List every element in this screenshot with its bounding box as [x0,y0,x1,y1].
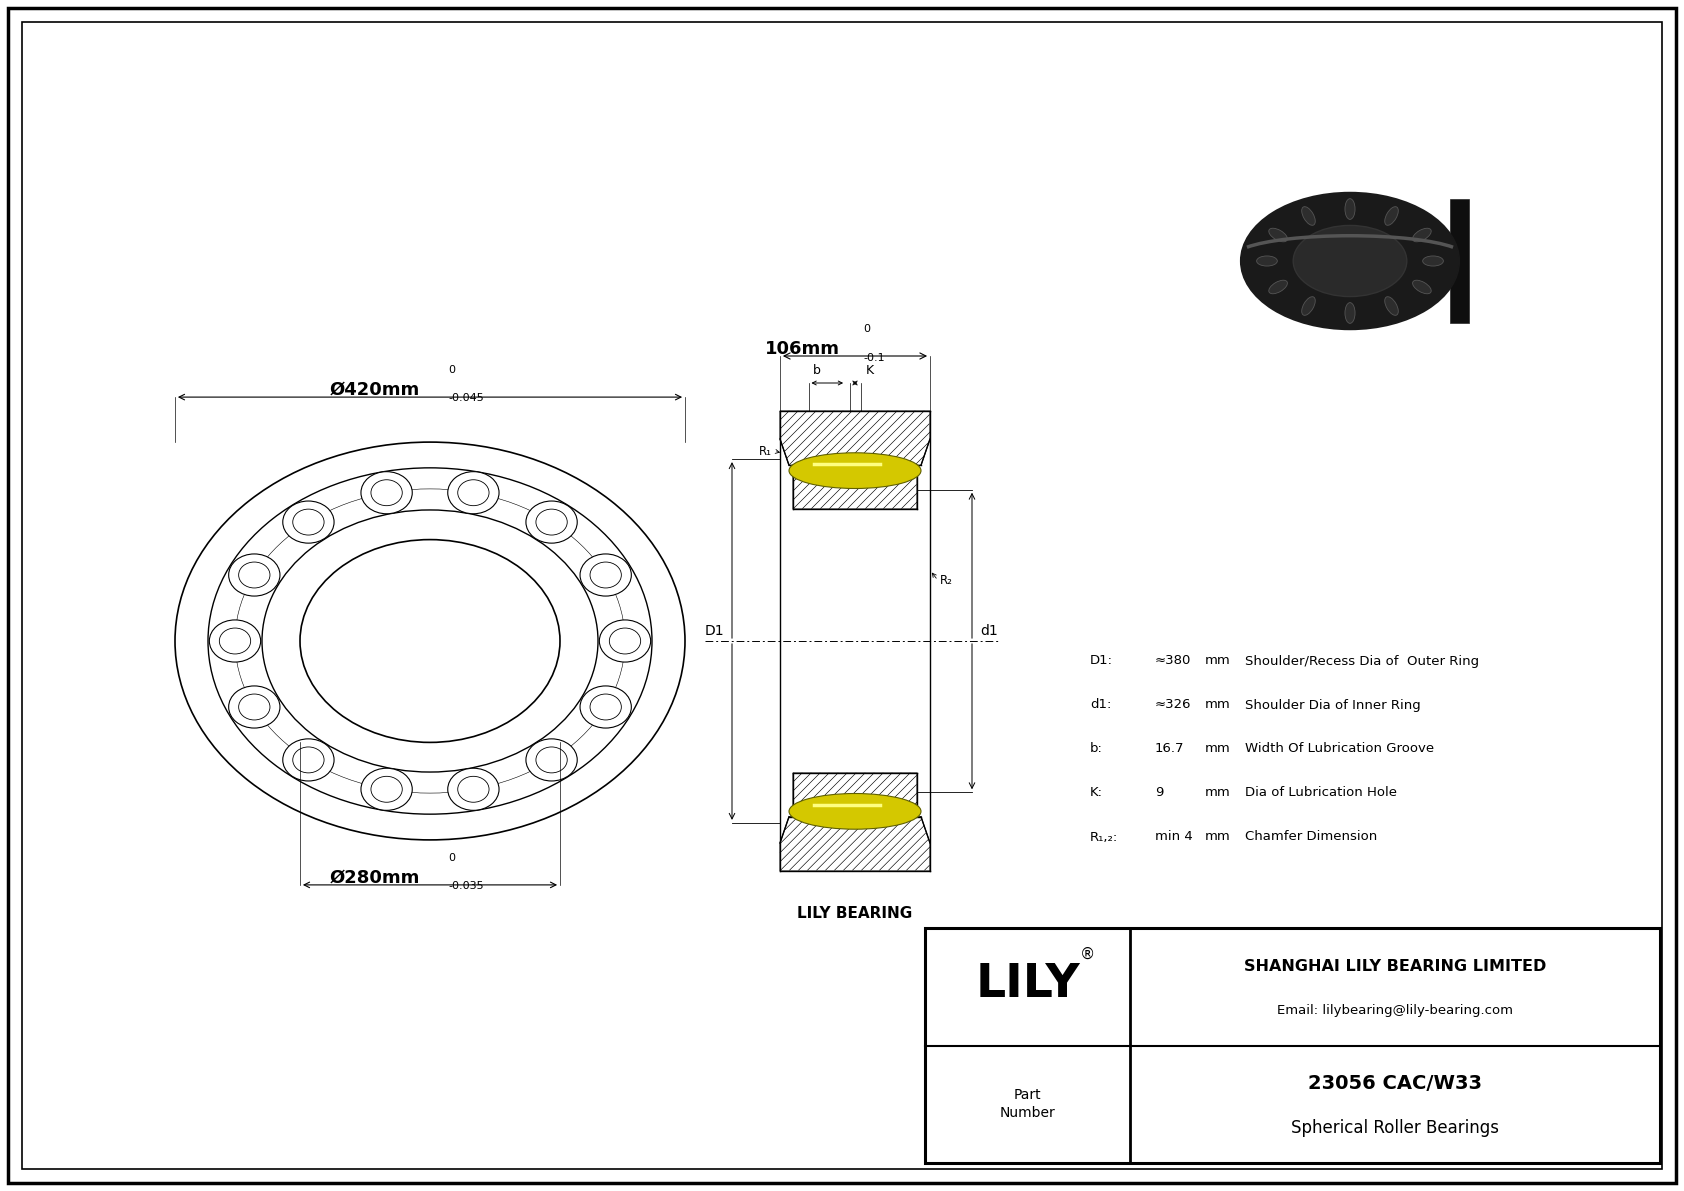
Text: Shoulder Dia of Inner Ring: Shoulder Dia of Inner Ring [1244,698,1421,711]
Ellipse shape [229,554,280,596]
Text: LILY BEARING: LILY BEARING [798,905,913,921]
Ellipse shape [579,554,632,596]
Text: Shoulder/Recess Dia of  Outer Ring: Shoulder/Recess Dia of Outer Ring [1244,655,1479,667]
Text: 0: 0 [448,366,455,375]
Text: Ø420mm: Ø420mm [330,381,419,399]
Ellipse shape [1302,297,1315,316]
Text: -0.045: -0.045 [448,393,483,403]
Ellipse shape [1256,256,1278,266]
Text: Ø280mm: Ø280mm [330,869,419,887]
Text: 0: 0 [862,324,871,333]
Ellipse shape [1384,297,1398,316]
Text: mm: mm [1206,742,1231,755]
Text: SHANGHAI LILY BEARING LIMITED: SHANGHAI LILY BEARING LIMITED [1244,959,1546,974]
Text: R₂: R₂ [940,574,953,587]
Text: Spherical Roller Bearings: Spherical Roller Bearings [1292,1118,1499,1136]
Ellipse shape [1413,229,1431,242]
Ellipse shape [448,472,498,513]
Text: D1:: D1: [1090,655,1113,667]
Ellipse shape [239,562,269,588]
Ellipse shape [1302,207,1315,225]
Text: Part
Number: Part Number [1000,1089,1056,1121]
Text: 23056 CAC/W33: 23056 CAC/W33 [1308,1073,1482,1092]
Ellipse shape [610,628,640,654]
Ellipse shape [360,472,413,513]
Text: b: b [813,364,820,378]
Ellipse shape [283,501,333,543]
Text: ®: ® [1079,947,1095,962]
Text: mm: mm [1206,786,1231,799]
Ellipse shape [1413,280,1431,294]
Text: b:: b: [1090,742,1103,755]
Ellipse shape [448,768,498,810]
Ellipse shape [300,540,561,742]
Ellipse shape [790,453,921,488]
FancyBboxPatch shape [1450,199,1468,323]
Ellipse shape [283,738,333,781]
Text: ≈326: ≈326 [1155,698,1192,711]
Ellipse shape [1346,199,1356,219]
Ellipse shape [370,777,402,803]
Text: 16.7: 16.7 [1155,742,1184,755]
Text: Dia of Lubrication Hole: Dia of Lubrication Hole [1244,786,1398,799]
Text: D1: D1 [704,624,724,638]
Text: 9: 9 [1155,786,1164,799]
Text: Chamfer Dimension: Chamfer Dimension [1244,830,1378,843]
Ellipse shape [589,562,621,588]
Ellipse shape [1268,229,1287,242]
Polygon shape [780,817,930,871]
Ellipse shape [589,694,621,719]
Ellipse shape [1423,256,1443,266]
Text: R₁: R₁ [759,444,771,457]
Ellipse shape [790,793,921,829]
Ellipse shape [1346,303,1356,323]
Text: min 4: min 4 [1155,830,1192,843]
Ellipse shape [209,468,652,815]
Ellipse shape [536,509,568,535]
Text: K: K [866,364,874,378]
Polygon shape [793,773,918,809]
Ellipse shape [239,694,269,719]
Text: LILY: LILY [975,962,1079,1006]
Text: R₁,₂:: R₁,₂: [1090,830,1118,843]
Ellipse shape [293,747,323,773]
Text: mm: mm [1206,698,1231,711]
Ellipse shape [370,480,402,506]
Ellipse shape [536,747,568,773]
Ellipse shape [1268,280,1287,294]
Ellipse shape [579,686,632,728]
Ellipse shape [175,442,685,840]
Ellipse shape [263,510,598,772]
Ellipse shape [600,621,650,662]
Text: ≈380: ≈380 [1155,655,1191,667]
Text: 0: 0 [448,853,455,863]
Ellipse shape [1293,225,1406,297]
Ellipse shape [1241,193,1460,330]
Text: K:: K: [1090,786,1103,799]
Ellipse shape [1384,207,1398,225]
Text: mm: mm [1206,830,1231,843]
Text: Width Of Lubrication Groove: Width Of Lubrication Groove [1244,742,1435,755]
Bar [925,928,1660,1162]
Ellipse shape [360,768,413,810]
Ellipse shape [458,777,488,803]
Ellipse shape [209,621,261,662]
Text: mm: mm [1206,655,1231,667]
Text: 106mm: 106mm [765,339,840,358]
Ellipse shape [219,628,251,654]
Text: -0.035: -0.035 [448,881,483,891]
Ellipse shape [525,501,578,543]
Text: d1:: d1: [1090,698,1111,711]
Ellipse shape [229,686,280,728]
Polygon shape [780,411,930,466]
Ellipse shape [525,738,578,781]
Text: Email: lilybearing@lily-bearing.com: Email: lilybearing@lily-bearing.com [1276,1004,1512,1017]
Polygon shape [793,473,918,509]
Text: -0.1: -0.1 [862,353,884,363]
Ellipse shape [458,480,488,506]
Text: d1: d1 [980,624,997,638]
Ellipse shape [293,509,323,535]
